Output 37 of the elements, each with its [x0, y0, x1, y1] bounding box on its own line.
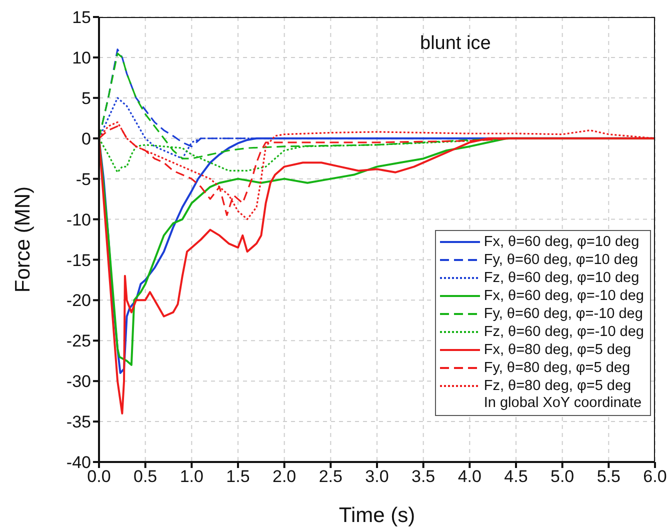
- y-tick-label: -35: [66, 412, 91, 432]
- x-tick-label: 0.0: [87, 467, 111, 486]
- legend-label: Fx, θ=80 deg, φ=5 deg: [484, 342, 632, 358]
- x-tick-label: 0.5: [134, 467, 158, 486]
- y-tick-label: -10: [66, 210, 91, 230]
- text: blunt ice: [420, 33, 491, 55]
- y-tick-label: -15: [66, 250, 91, 270]
- y-tick-label: -5: [76, 170, 91, 189]
- x-tick-label: 4.5: [504, 467, 528, 486]
- x-tick-label: 5.5: [596, 467, 620, 486]
- x-tick-label: 1.5: [226, 467, 250, 486]
- y-tick-label: -20: [66, 291, 91, 310]
- annotation: In global XoY coordinate: [482, 395, 643, 413]
- x-tick-label: 5.0: [550, 467, 574, 486]
- legend-label: Fy, θ=80 deg, φ=5 deg: [484, 360, 630, 376]
- legend-label: Fy, θ=60 deg, φ=10 deg: [484, 252, 638, 268]
- y-tick-label: 10: [72, 48, 91, 68]
- y-tick-label: -25: [66, 332, 91, 351]
- y-tick-label: -30: [66, 372, 91, 392]
- x-tick-label: 6.0: [643, 467, 667, 486]
- x-axis-title: Time (s): [338, 504, 416, 527]
- legend-label: Fz, θ=80 deg, φ=5 deg: [484, 378, 632, 394]
- x-tick-label: 2.5: [318, 467, 342, 486]
- y-tick-label: 5: [82, 88, 91, 108]
- y-tick-label: 0: [82, 129, 91, 148]
- x-tick-label: 2.0: [272, 467, 296, 486]
- x-tick-label: 3.0: [365, 467, 389, 486]
- x-tick-label: 1.0: [180, 467, 204, 486]
- x-tick-label: 3.5: [412, 467, 436, 486]
- x-tick-label: 4.0: [458, 467, 482, 486]
- legend-label: Fx, θ=60 deg, φ=10 deg: [484, 234, 640, 250]
- y-tick-label: 15: [72, 8, 91, 28]
- legend-label: Fz, θ=60 deg, φ=10 deg: [484, 270, 640, 286]
- y-axis-title: Force (MN): [11, 186, 34, 293]
- legend-label: Fy, θ=60 deg, φ=-10 deg: [484, 306, 643, 322]
- legend-label: Fx, θ=60 deg, φ=-10 deg: [484, 288, 644, 304]
- legend-label: Fz, θ=60 deg, φ=-10 deg: [484, 324, 644, 340]
